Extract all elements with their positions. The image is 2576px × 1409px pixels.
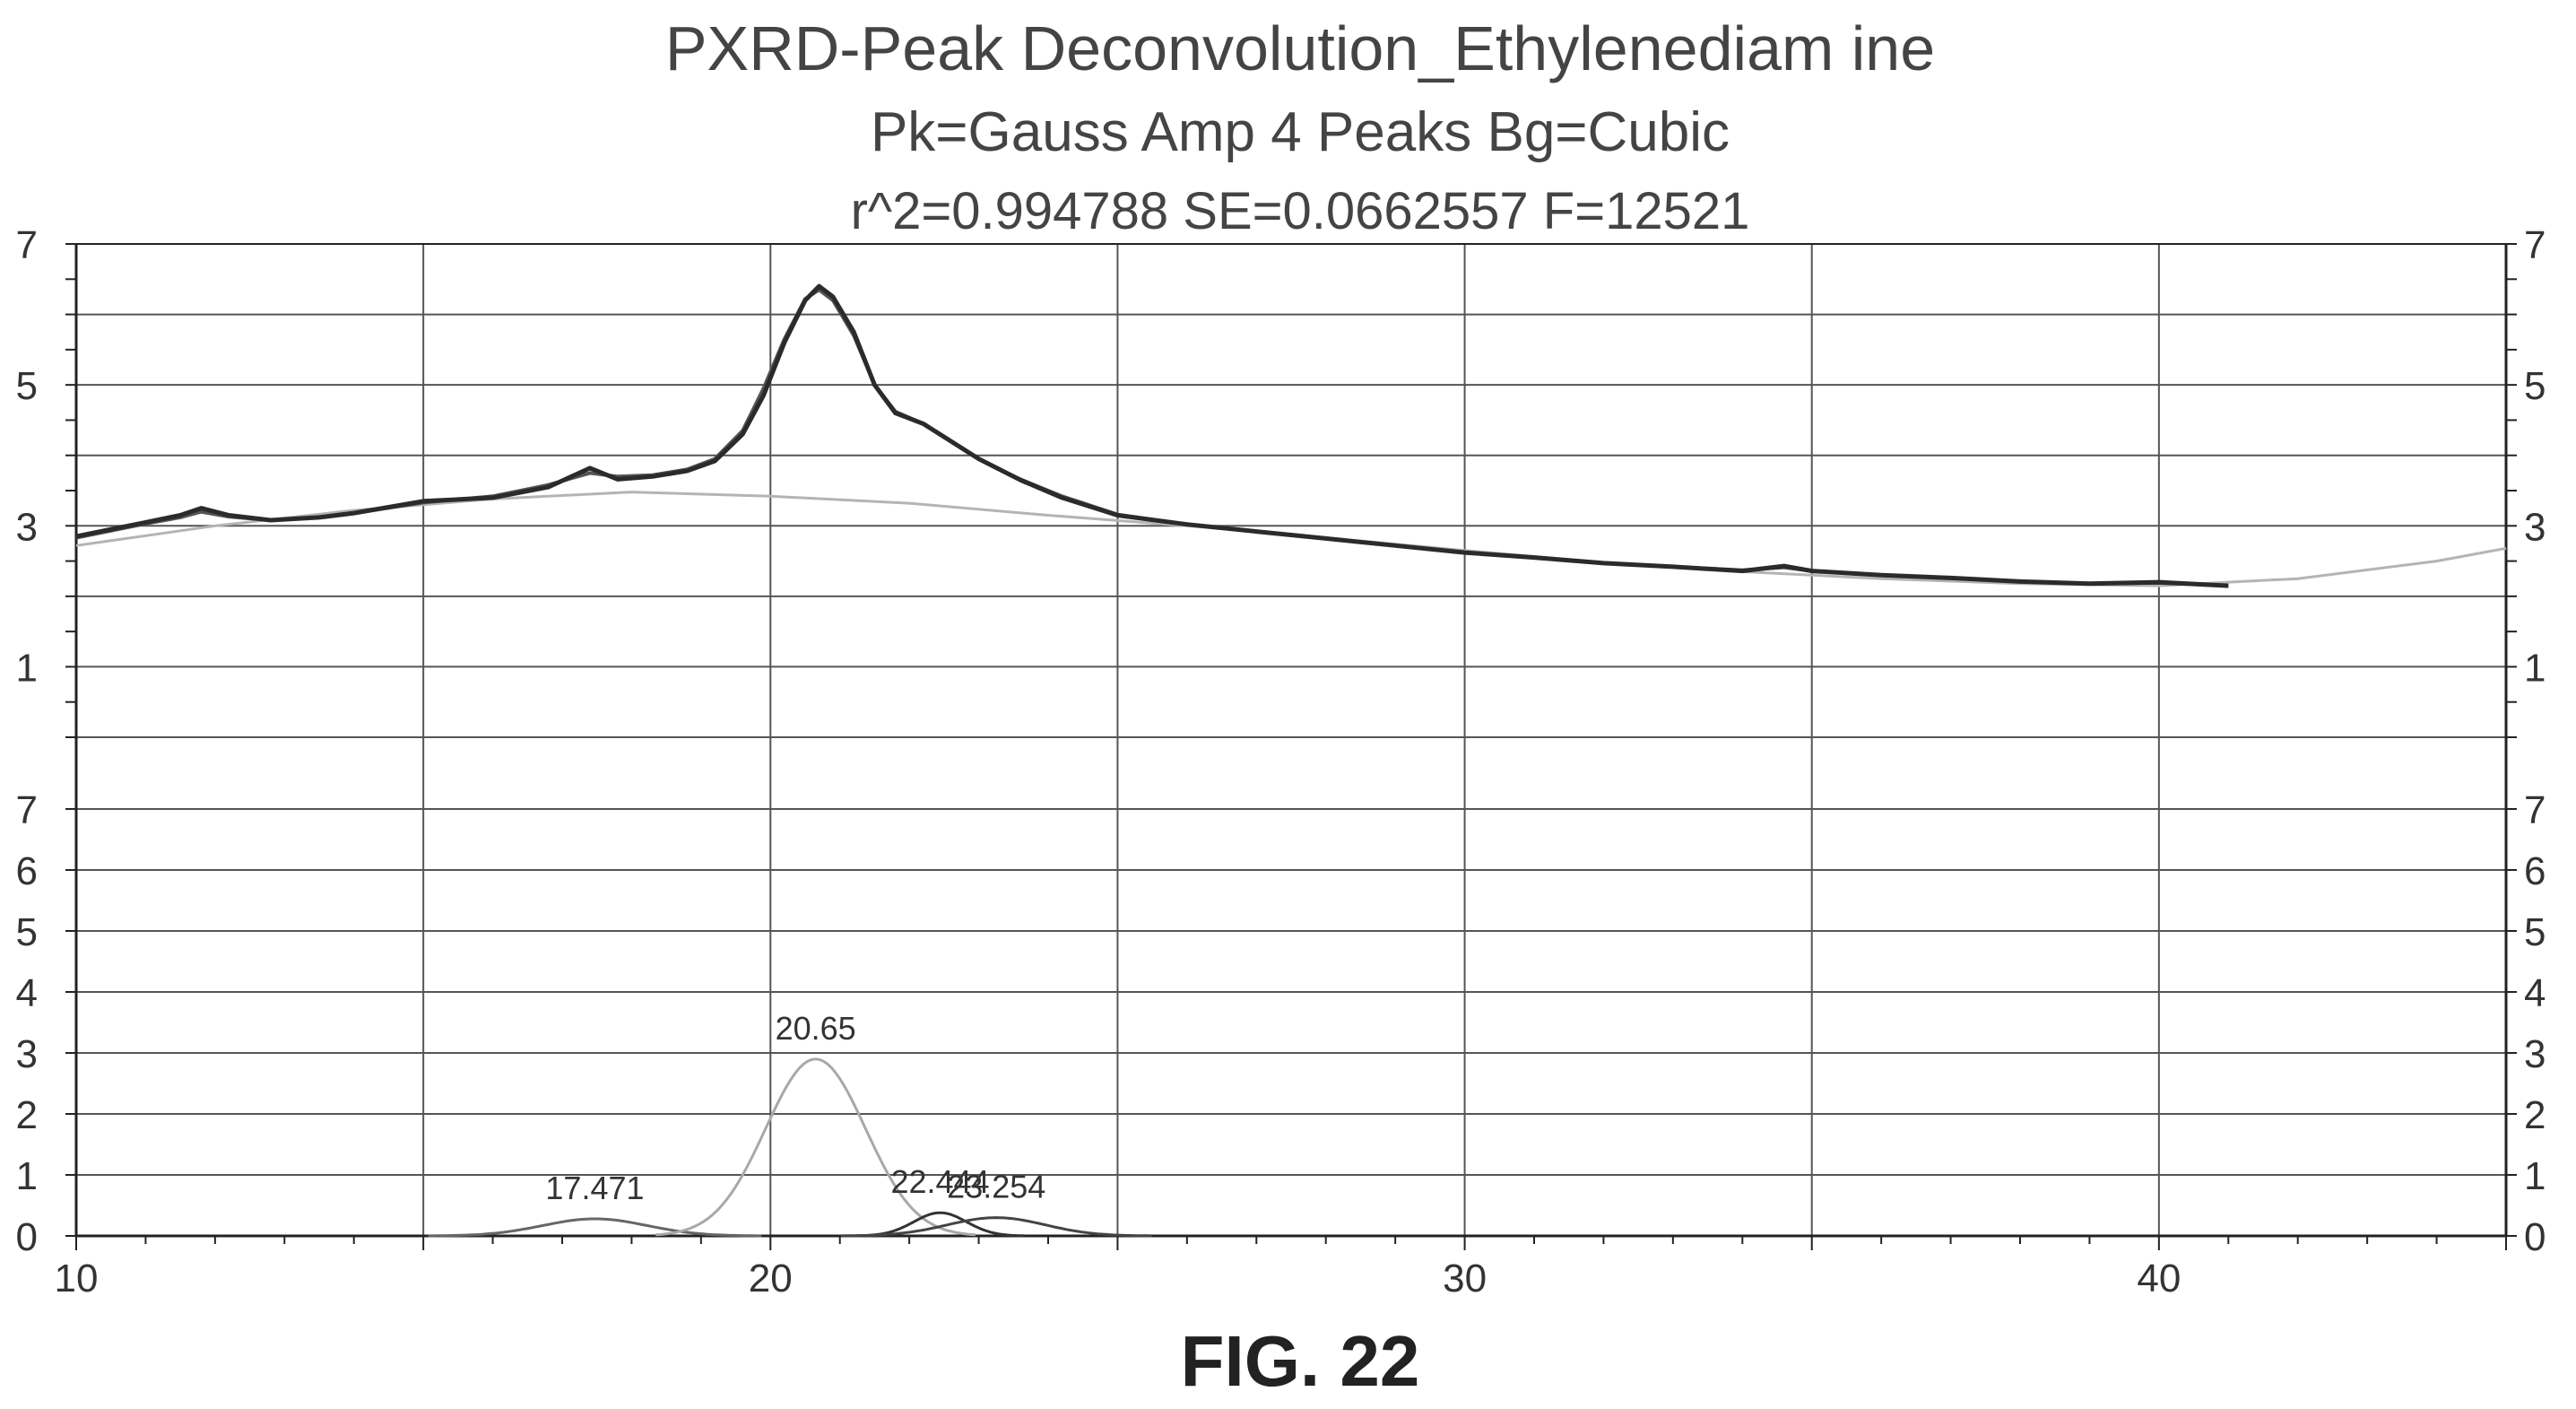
y-tick-label-left: 1 [16,1154,38,1198]
series-background [75,491,2507,587]
peak-label: 23.254 [947,1169,1045,1205]
plot-frame [65,243,2517,1250]
chart-stats: r^2=0.994788 SE=0.0662557 F=12521 [851,182,1750,240]
y-tick-label-left: 4 [16,971,38,1015]
x-tick-label: 20 [749,1257,793,1300]
peak-curve [855,1211,1025,1238]
y-tick-label-right: 1 [2524,646,2546,690]
y-tick-label-right: 5 [2524,910,2546,954]
y-tick-label-left: 0 [16,1215,38,1259]
figure-caption: FIG. 22 [1181,1321,1420,1401]
y-tick-label-left: 2 [16,1093,38,1137]
axis-tick-labels: 7 75 53 31 17 76 65 54 43 32 21 10 010 20 30 40 [16,223,2546,1300]
upper-panel-series [75,283,2507,588]
y-tick-label-left: 3 [16,505,38,549]
x-tick-label: 30 [1443,1257,1487,1300]
y-tick-label-left: 7 [16,788,38,832]
series-data [75,283,2229,588]
y-tick-label-right: 0 [2524,1215,2546,1259]
peak-curve [655,1057,976,1237]
y-tick-label-left: 1 [16,646,38,690]
chart-title: PXRD-Peak Deconvolution_Ethylenediam ine [665,13,1935,83]
peak-curve [428,1217,762,1238]
y-tick-label-right: 5 [2524,364,2546,408]
y-tick-label-right: 1 [2524,1154,2546,1198]
x-tick-label: 10 [55,1257,99,1300]
y-tick-label-left: 5 [16,910,38,954]
y-tick-label-right: 3 [2524,1032,2546,1076]
series-fit [75,288,2229,588]
y-tick-label-left: 7 [16,223,38,267]
y-tick-label-right: 6 [2524,849,2546,893]
y-tick-label-right: 7 [2524,223,2546,267]
y-tick-label-right: 2 [2524,1093,2546,1137]
y-tick-label-left: 6 [16,849,38,893]
x-tick-label: 40 [2137,1257,2181,1300]
y-tick-label-right: 4 [2524,971,2546,1015]
y-tick-label-left: 3 [16,1032,38,1076]
y-tick-label-right: 7 [2524,788,2546,832]
peak-label: 20.65 [776,1010,856,1047]
peak-label: 22.444 [890,1163,989,1200]
y-tick-label-right: 3 [2524,505,2546,549]
peak-curve [840,1216,1152,1238]
peak-label: 17.471 [545,1170,644,1206]
grid-lines [76,244,2506,1236]
y-tick-label-left: 5 [16,364,38,408]
chart-subtitle: Pk=Gauss Amp 4 Peaks Bg=Cubic [871,101,1730,163]
